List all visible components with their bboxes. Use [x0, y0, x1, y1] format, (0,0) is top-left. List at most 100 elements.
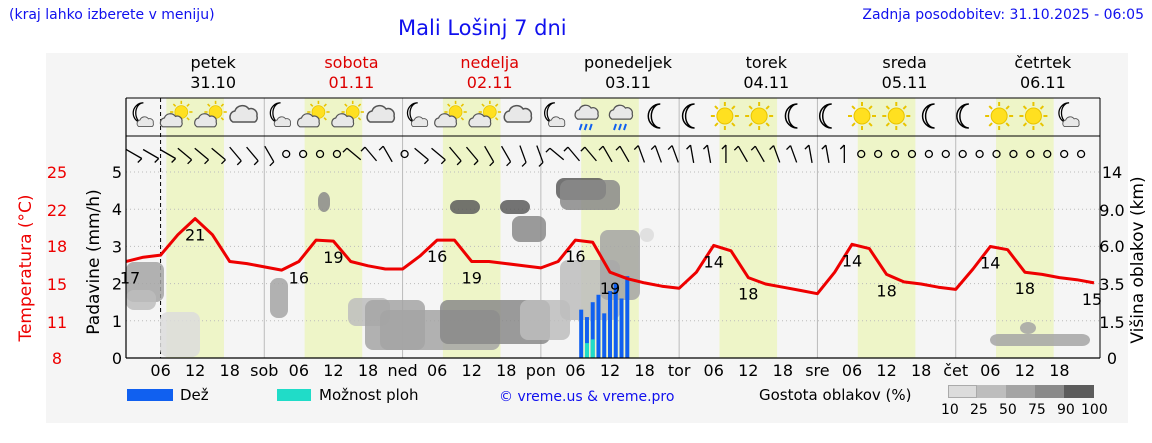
day-name: nedelja: [460, 53, 520, 72]
calm-circle: [992, 149, 1001, 159]
sun-ray: [220, 117, 225, 121]
moon-shape: [956, 103, 969, 129]
sun-ray: [186, 103, 190, 107]
density-label: 10: [941, 402, 959, 418]
barb-flag: [563, 146, 569, 152]
wind-barb: [750, 145, 765, 163]
last-updated: Zadnja posodobitev: 31.10.2025 - 06:05: [862, 7, 1144, 23]
barb-shaft: [654, 145, 662, 163]
barb-shaft: [194, 147, 209, 161]
barb-shaft: [567, 146, 581, 162]
barb-shaft: [689, 145, 695, 163]
city-hint: (kraj lahko izberete v meniju): [9, 7, 215, 23]
temperature-tick-label: 25: [47, 163, 67, 182]
sun-icon: [985, 102, 1014, 130]
barb-flag: [721, 144, 727, 150]
day-name: sreda: [882, 53, 927, 72]
barb-flag: [615, 145, 621, 151]
sun-ray: [1005, 105, 1010, 110]
wind-barb: [519, 145, 527, 167]
sun-ray: [494, 103, 499, 107]
barb-shaft: [465, 146, 479, 162]
sun-ray: [988, 122, 993, 127]
wind-barb: [721, 144, 727, 163]
density-label: 90: [1057, 402, 1075, 418]
sun-ray: [207, 103, 211, 107]
cloud-part: [229, 105, 258, 123]
wind-barb: [821, 144, 830, 163]
barb-flag: [440, 159, 446, 165]
barb-shaft: [706, 145, 712, 163]
wind-barb: [598, 145, 613, 163]
wind-barb: [360, 146, 378, 162]
barb-shaft: [449, 146, 462, 162]
sun-ray: [323, 103, 327, 107]
wind-barb: [431, 147, 446, 165]
precip-tick-label: 5: [112, 163, 122, 182]
wind-barb: [702, 144, 712, 163]
temperature-label: 16: [565, 247, 585, 266]
wind-barb: [650, 145, 662, 163]
wind-barb: [667, 145, 679, 163]
moon-shape: [818, 103, 832, 129]
calm-circle: [1060, 149, 1069, 159]
moon-icon: [647, 103, 661, 129]
wind-barb: [890, 149, 900, 159]
axes: 06 12 18 sob 06 12 18 ned 06 12 18 pon 06 12 18 tor 06 12…: [47, 97, 1125, 380]
barb-shaft: [125, 148, 143, 160]
barb-flag: [236, 160, 242, 166]
cloud-height-tick-label: 6.0: [1099, 237, 1124, 256]
day-name: torek: [745, 53, 787, 72]
sun-part: [204, 100, 227, 124]
sun-ray: [172, 103, 177, 107]
calm-circle: [1026, 149, 1035, 159]
cloud-part: [273, 116, 291, 128]
day-name: sobota: [324, 53, 379, 72]
x-tick-label: čet: [943, 361, 968, 380]
barb-flag: [545, 147, 551, 153]
x-tick-label: ned: [388, 361, 418, 380]
sun-ray: [868, 122, 873, 127]
precip-tick-label: 0: [112, 349, 122, 368]
cloud-shape: [136, 116, 154, 128]
x-tick-label: 06: [842, 361, 862, 380]
wind-barb: [342, 147, 362, 161]
wind-barb: [1076, 149, 1086, 159]
barb-flag: [686, 144, 692, 150]
day-date: 31.10: [190, 73, 237, 92]
rain-drop: [618, 123, 622, 131]
cloud-shape: [273, 116, 291, 128]
sun-disc: [853, 107, 871, 125]
moon-icon: [818, 103, 832, 129]
barb-flag: [521, 161, 527, 167]
temperature-label: 21: [185, 226, 205, 245]
wind-barb: [414, 147, 429, 165]
day-date: 06.11: [1019, 73, 1066, 92]
temperature-label: 18: [1015, 279, 1035, 298]
sun-part: [444, 100, 467, 124]
moon-shape: [921, 103, 935, 129]
calm-circle: [315, 149, 325, 159]
cloud-cell: [560, 180, 620, 210]
temperature-label: 16: [289, 268, 309, 287]
credit-link[interactable]: © vreme.us & vreme.pro: [499, 389, 675, 405]
cloud-shape: [194, 113, 218, 128]
cloud-shape: [434, 113, 458, 128]
daytime-band: [857, 98, 916, 358]
x-tick-label: 18: [1049, 361, 1069, 380]
barb-shaft: [737, 145, 748, 163]
calm-circle: [975, 149, 984, 159]
sun-ray: [357, 117, 362, 121]
barb-flag: [204, 159, 210, 165]
barb-flag: [580, 146, 586, 152]
moon-cloud-icon: [544, 102, 566, 128]
density-label: 100: [1081, 402, 1108, 418]
rain-bar: [625, 276, 630, 358]
x-tick-label: pon: [526, 361, 556, 380]
sun-ray: [1039, 105, 1045, 110]
temperature-label: 14: [980, 253, 1000, 272]
sun-ray: [309, 103, 314, 107]
legend-rain-label: Dež: [180, 386, 209, 404]
density-label: 75: [1028, 402, 1046, 418]
